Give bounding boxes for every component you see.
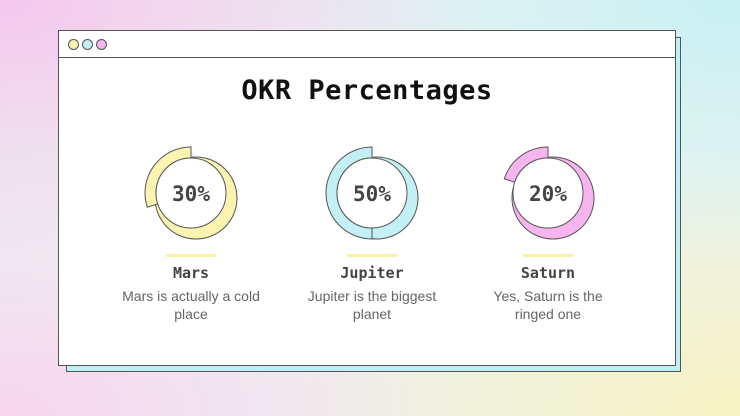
saturn-description: Yes, Saturn is the ringed one (493, 288, 603, 322)
yellow-dot-icon (68, 38, 79, 50)
okr-item-jupiter: 50% Jupiter Jupiter is the biggest plane… (297, 139, 447, 323)
mars-percent: 30% (172, 182, 210, 206)
jupiter-progress-icon: 50% (325, 146, 419, 240)
mars-underline (166, 254, 216, 257)
pink-dot-icon (96, 38, 107, 50)
jupiter-percent: 50% (353, 182, 391, 206)
slide-window: OKR Percentages 30% Mars Mars is actuall… (58, 30, 676, 366)
saturn-name: Saturn (520, 264, 576, 282)
window-titlebar (59, 31, 675, 58)
mars-progress-icon: 30% (144, 146, 238, 240)
jupiter-name: Jupiter (340, 264, 404, 282)
mars-description: Mars is actually a cold place (122, 288, 260, 322)
cyan-dot-icon (82, 38, 93, 50)
jupiter-description: Jupiter is the biggest planet (307, 288, 437, 322)
saturn-underline (523, 254, 573, 257)
jupiter-underline (347, 254, 397, 257)
mars-name: Mars (172, 264, 210, 282)
saturn-progress-icon: 20% (503, 146, 595, 240)
saturn-percent: 20% (529, 182, 567, 206)
mars-inner-circle (155, 157, 227, 229)
okr-item-saturn: 20% Saturn Yes, Saturn is the ringed one (473, 139, 623, 323)
page-title: OKR Percentages (241, 75, 493, 106)
jupiter-inner-circle (336, 157, 408, 229)
saturn-inner-circle (512, 157, 584, 229)
okr-item-mars: 30% Mars Mars is actually a cold place (116, 139, 266, 323)
